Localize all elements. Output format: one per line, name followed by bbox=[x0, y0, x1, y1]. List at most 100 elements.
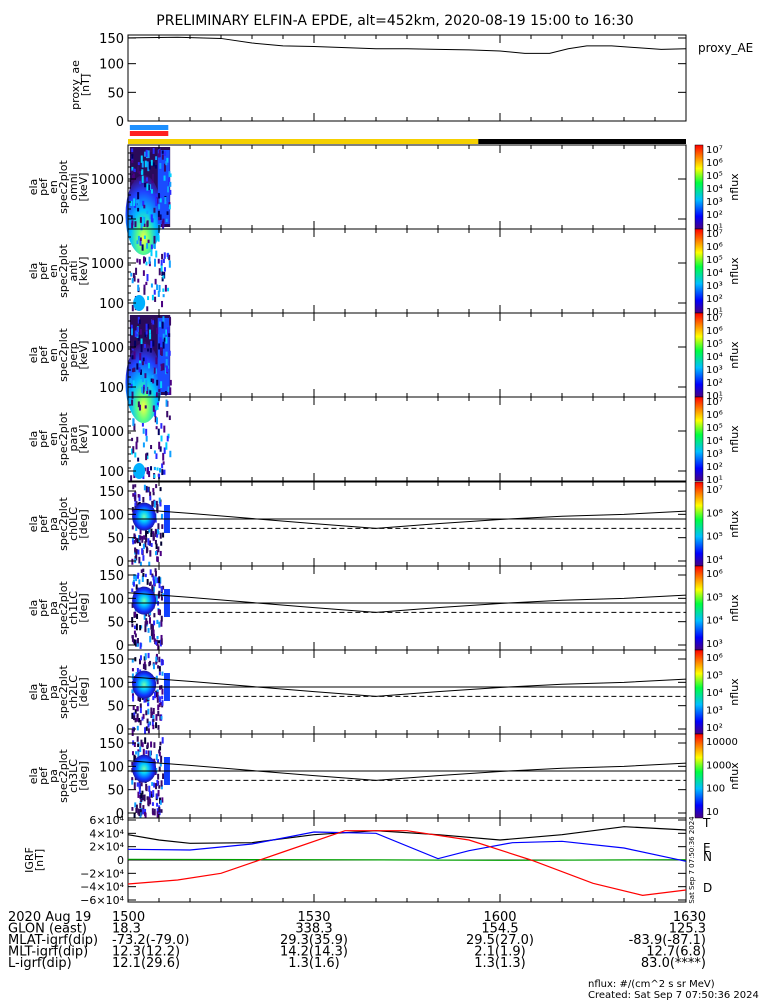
pa-pixel bbox=[158, 805, 161, 809]
colorbar-tick-label: 10³ bbox=[706, 365, 723, 376]
energy-ylabel-line: spec2plot bbox=[57, 160, 70, 214]
pa-ylabel-line: spec2plot bbox=[57, 749, 70, 803]
pa-pixel bbox=[138, 556, 141, 564]
pa-pixel bbox=[139, 542, 142, 546]
pa-pixel bbox=[159, 800, 162, 805]
spectrogram-pixel bbox=[142, 475, 145, 480]
pa-pixel bbox=[156, 802, 159, 807]
pa-pixel bbox=[133, 574, 136, 580]
ephemeris-table: 2020 Aug 19 1500 1530 1600 1630 GLON (east) 18… bbox=[8, 910, 706, 971]
pa-pixel bbox=[147, 652, 150, 659]
spectrogram-pixel bbox=[145, 435, 148, 442]
ephemeris-value: 1.3(1.3) bbox=[474, 956, 526, 971]
spectrogram-pixel bbox=[145, 379, 148, 388]
pa-pixel bbox=[142, 572, 145, 577]
pa-pixel bbox=[156, 689, 159, 694]
spectrogram-pixel bbox=[140, 338, 143, 345]
pa-pixel bbox=[150, 623, 153, 630]
pa-pixel bbox=[136, 640, 139, 647]
energy-ylabel-line: [keV] bbox=[77, 341, 90, 370]
spectrogram-pixel bbox=[141, 423, 144, 427]
spectrogram-pixel bbox=[131, 177, 134, 183]
pa-pixel bbox=[139, 802, 142, 809]
spectrogram-pixel bbox=[133, 275, 136, 282]
spectrogram-pixel bbox=[159, 337, 162, 346]
pa-pixel bbox=[151, 802, 154, 806]
pa-pixel bbox=[152, 633, 155, 639]
spectrogram-pixel bbox=[169, 316, 172, 324]
pa-pixel bbox=[136, 736, 139, 742]
pa-pixel bbox=[146, 530, 149, 534]
spectrogram-pixel bbox=[156, 284, 159, 291]
spectrogram-pixel bbox=[166, 410, 169, 418]
pa-pixel bbox=[152, 707, 155, 715]
pa-pixel bbox=[156, 639, 159, 646]
pa-pixel bbox=[144, 541, 147, 548]
pa-pixel bbox=[134, 548, 137, 553]
spectrogram-pixel bbox=[167, 391, 170, 395]
colorbar-tick-label: 10² bbox=[706, 462, 723, 473]
spectrogram-pixel bbox=[141, 244, 144, 251]
pa-pixel bbox=[150, 629, 153, 637]
energy-ylabel-line: spec2plot bbox=[57, 328, 70, 382]
pa-pixel bbox=[137, 572, 140, 577]
ae-frame bbox=[127, 34, 687, 122]
pa-pixel bbox=[141, 536, 144, 543]
pa-pixel bbox=[161, 797, 164, 803]
status-bars bbox=[128, 125, 686, 144]
spectrogram-pixel bbox=[162, 258, 165, 264]
energy-ylabel-line: omni bbox=[67, 173, 80, 200]
colorbar-tick-label: 10⁴ bbox=[706, 616, 723, 627]
pa-pixel bbox=[149, 635, 152, 643]
pa-pixel bbox=[144, 727, 147, 734]
pa-pixel bbox=[160, 755, 163, 763]
pa-pixel bbox=[158, 656, 161, 663]
pa-ylabel-line: ch1LC bbox=[67, 591, 80, 625]
pa-pixel bbox=[141, 575, 144, 582]
spectrogram-pixel bbox=[168, 254, 171, 261]
pa-core bbox=[132, 670, 157, 699]
pa-pixel bbox=[158, 621, 161, 628]
spectrogram-pixel bbox=[163, 425, 166, 433]
pa-pixel bbox=[131, 779, 134, 785]
pa-pixel bbox=[138, 787, 141, 795]
pa-pixel bbox=[131, 588, 134, 593]
spectrogram-pixel bbox=[163, 163, 166, 172]
pa-pixel bbox=[136, 782, 139, 787]
ephemeris-value: 2.1(1.9) bbox=[474, 945, 526, 960]
colorbar-tick-label: 10⁶ bbox=[706, 653, 723, 664]
pa-pixel bbox=[133, 742, 136, 747]
pa-pixel bbox=[153, 742, 156, 748]
colorbar-tick-label: 10⁶ bbox=[706, 508, 723, 519]
pa-pixel bbox=[158, 696, 161, 703]
pa-pixel bbox=[161, 700, 164, 706]
ephemeris-value: -83.9(-87.1) bbox=[629, 933, 706, 948]
colorbar-tick-label: 10⁶ bbox=[706, 242, 723, 253]
colorbar-tick-label: 10⁴ bbox=[706, 555, 723, 566]
spectrogram-pixel bbox=[151, 294, 154, 301]
energy-ytick-label: 1000 bbox=[91, 341, 124, 356]
ae-line bbox=[127, 36, 687, 54]
spectrogram-pixel bbox=[166, 253, 169, 257]
spectrogram-pixel bbox=[158, 215, 161, 221]
spectrogram-pixel bbox=[155, 357, 158, 365]
pa-pixel bbox=[158, 671, 161, 676]
pa-pixel bbox=[146, 703, 149, 707]
pa-pixel bbox=[157, 665, 160, 669]
pa-ylabel-line: ch3LC bbox=[67, 759, 80, 793]
spectrogram-pixel bbox=[166, 157, 169, 163]
spectrogram-pixel bbox=[157, 193, 160, 199]
pa-pixel bbox=[135, 623, 138, 631]
spectrogram-pixel bbox=[139, 329, 142, 335]
spectrogram-pixel bbox=[166, 366, 169, 373]
spectrogram-pixel bbox=[167, 287, 170, 292]
pa-core bbox=[132, 754, 157, 783]
spectrogram-pixel bbox=[150, 249, 153, 257]
spectrogram-pixel bbox=[163, 447, 166, 454]
pa-pixel bbox=[143, 697, 146, 703]
pa-pixel bbox=[160, 514, 163, 519]
pa-pixel bbox=[138, 717, 141, 723]
pa-pixel bbox=[133, 754, 136, 762]
spectrogram-pixel bbox=[156, 467, 159, 471]
